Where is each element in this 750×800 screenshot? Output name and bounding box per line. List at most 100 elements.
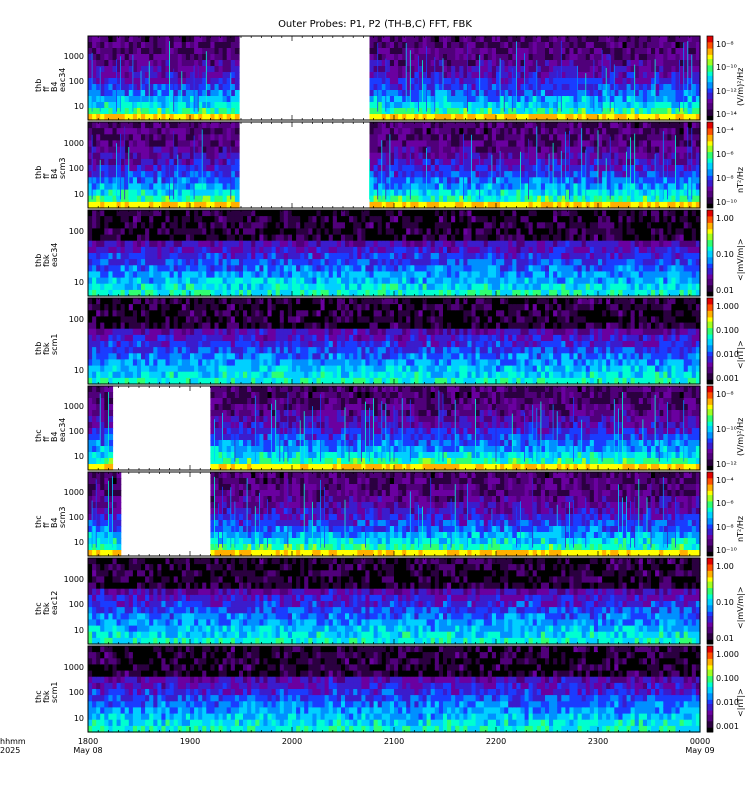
heatmap-cell — [116, 259, 122, 266]
heatmap-cell — [520, 189, 526, 197]
heatmap-cell — [332, 277, 338, 285]
heatmap-cell — [679, 128, 685, 135]
heatmap-cell — [549, 165, 554, 172]
heatmap-cell — [373, 201, 379, 209]
heatmap-cell — [332, 216, 338, 223]
heatmap-cell — [149, 177, 154, 184]
heatmap-cell — [112, 134, 118, 141]
heatmap-cell — [642, 195, 648, 203]
heatmap-cell — [169, 114, 175, 121]
heatmap-cell — [508, 201, 513, 209]
heatmap-cell — [561, 42, 566, 49]
heatmap-cell — [589, 48, 595, 55]
heatmap-cell — [577, 54, 583, 61]
heatmap-cell — [626, 78, 632, 85]
heatmap-cell — [120, 253, 126, 260]
heatmap-cell — [239, 253, 244, 260]
colorbar-segment — [707, 109, 713, 113]
heatmap-cell — [418, 48, 424, 55]
heatmap-cell — [443, 96, 448, 103]
heatmap-cell — [173, 201, 179, 209]
heatmap-cell — [638, 189, 644, 197]
heatmap-cell — [593, 108, 599, 115]
heatmap-cell — [169, 259, 175, 266]
heatmap-cell — [381, 96, 387, 103]
heatmap-cell — [259, 283, 265, 291]
heatmap-cell — [226, 122, 232, 129]
heatmap-cell — [622, 177, 628, 184]
heatmap-cell — [532, 36, 538, 43]
heatmap-cell — [540, 201, 546, 209]
heatmap-cell — [218, 277, 224, 285]
heatmap-cell — [447, 253, 452, 260]
heatmap-cell — [243, 271, 248, 279]
heatmap-cell — [618, 183, 624, 191]
heatmap-cell — [406, 134, 411, 141]
heatmap-cell — [549, 54, 554, 61]
heatmap-cell — [602, 177, 607, 184]
heatmap-cell — [88, 122, 93, 129]
colorbar-segment — [707, 38, 713, 41]
heatmap-cell — [104, 283, 109, 291]
heatmap-cell — [512, 128, 517, 135]
heatmap-cell — [426, 253, 432, 260]
heatmap-cell — [545, 42, 550, 49]
heatmap-cell — [695, 128, 701, 135]
heatmap-cell — [165, 271, 171, 279]
heatmap-cell — [455, 102, 460, 109]
heatmap-cell — [675, 140, 681, 148]
heatmap-cell — [398, 277, 403, 285]
heatmap-cell — [695, 48, 701, 55]
heatmap-cell — [634, 158, 640, 166]
heatmap-cell — [157, 146, 163, 154]
heatmap-cell — [402, 277, 407, 285]
heatmap-cell — [169, 72, 175, 79]
heatmap-cell — [553, 108, 558, 115]
heatmap-cell — [181, 158, 187, 166]
heatmap-cell — [271, 246, 277, 254]
heatmap-cell — [304, 222, 309, 229]
panel-thb_ff_eac34 — [87, 35, 701, 121]
heatmap-cell — [222, 183, 228, 191]
heatmap-cell — [438, 96, 444, 103]
heatmap-cell — [647, 146, 652, 154]
heatmap-cell — [137, 102, 142, 109]
heatmap-cell — [655, 201, 660, 209]
heatmap-cell — [190, 42, 195, 49]
heatmap-cell — [418, 253, 424, 260]
heatmap-cell — [300, 246, 305, 254]
heatmap-cell — [663, 128, 668, 135]
heatmap-cell — [410, 96, 415, 103]
heatmap-cell — [287, 289, 293, 297]
heatmap-cell — [230, 158, 236, 166]
heatmap-cell — [96, 265, 101, 272]
heatmap-cell — [214, 36, 220, 43]
heatmap-cell — [349, 271, 354, 279]
heatmap-cell — [381, 228, 387, 236]
heatmap-cell — [598, 177, 603, 184]
heatmap-cell — [92, 177, 97, 184]
heatmap-cell — [655, 60, 660, 67]
heatmap-cell — [132, 54, 138, 61]
heatmap-cell — [137, 271, 142, 279]
heatmap-cell — [422, 78, 428, 85]
heatmap-cell — [145, 146, 150, 154]
heatmap-cell — [96, 122, 101, 129]
heatmap-cell — [104, 72, 109, 79]
heatmap-cell — [675, 114, 681, 121]
heatmap-cell — [614, 152, 619, 160]
heatmap-cell — [585, 128, 591, 135]
heatmap-cell — [214, 189, 220, 197]
heatmap-cell — [438, 140, 444, 148]
heatmap-cell — [222, 36, 228, 43]
heatmap-cell — [687, 84, 693, 91]
heatmap-cell — [385, 201, 391, 209]
heatmap-cell — [402, 234, 407, 242]
heatmap-cell — [691, 146, 697, 154]
heatmap-cell — [226, 108, 232, 115]
heatmap-cell — [132, 201, 138, 209]
heatmap-cell — [406, 108, 411, 115]
heatmap-cell — [369, 201, 375, 209]
heatmap-cell — [108, 222, 114, 229]
heatmap-cell — [467, 36, 473, 43]
